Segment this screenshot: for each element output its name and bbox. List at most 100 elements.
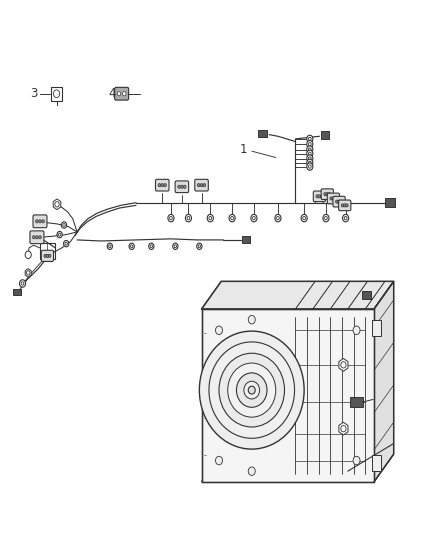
Circle shape (341, 425, 346, 432)
Circle shape (63, 224, 65, 227)
Circle shape (32, 236, 35, 239)
Circle shape (173, 243, 178, 249)
Circle shape (164, 183, 166, 187)
Circle shape (308, 152, 311, 156)
Ellipse shape (209, 342, 294, 438)
Polygon shape (201, 454, 394, 482)
Circle shape (215, 456, 223, 465)
Circle shape (325, 216, 327, 220)
Circle shape (343, 204, 346, 207)
Circle shape (21, 282, 24, 285)
Polygon shape (201, 281, 394, 309)
FancyBboxPatch shape (33, 215, 47, 228)
Circle shape (324, 192, 326, 196)
Circle shape (61, 222, 67, 228)
Circle shape (207, 214, 213, 222)
Ellipse shape (248, 386, 255, 394)
Bar (385, 198, 395, 207)
Circle shape (19, 280, 25, 287)
Circle shape (328, 192, 331, 196)
Circle shape (307, 146, 313, 154)
FancyBboxPatch shape (321, 189, 333, 199)
Polygon shape (339, 359, 348, 371)
Circle shape (340, 200, 343, 203)
FancyBboxPatch shape (333, 196, 345, 207)
Circle shape (48, 254, 51, 257)
Circle shape (129, 243, 134, 249)
Circle shape (332, 197, 335, 200)
Circle shape (39, 220, 41, 223)
Ellipse shape (199, 331, 304, 449)
FancyBboxPatch shape (41, 251, 53, 262)
Bar (361, 291, 371, 299)
Polygon shape (374, 281, 394, 482)
Circle shape (308, 137, 311, 141)
Circle shape (341, 362, 346, 368)
Circle shape (251, 214, 257, 222)
Circle shape (161, 183, 163, 187)
Bar (372, 320, 381, 336)
Circle shape (338, 200, 340, 203)
FancyBboxPatch shape (313, 191, 325, 201)
Circle shape (307, 163, 313, 170)
Circle shape (231, 216, 233, 220)
Circle shape (307, 141, 313, 148)
Bar (13, 288, 21, 295)
Circle shape (307, 150, 313, 158)
FancyBboxPatch shape (339, 200, 351, 211)
Circle shape (248, 467, 255, 475)
Circle shape (330, 197, 332, 200)
Circle shape (168, 214, 174, 222)
Circle shape (343, 214, 349, 222)
Ellipse shape (228, 363, 276, 417)
FancyBboxPatch shape (175, 181, 189, 192)
FancyBboxPatch shape (30, 231, 44, 244)
Circle shape (320, 195, 323, 198)
Circle shape (308, 148, 311, 151)
Circle shape (57, 231, 62, 238)
Circle shape (209, 216, 212, 220)
Polygon shape (25, 269, 31, 277)
Circle shape (323, 214, 329, 222)
Circle shape (316, 195, 318, 198)
Polygon shape (201, 309, 374, 482)
Circle shape (53, 90, 60, 98)
Circle shape (150, 245, 152, 248)
Bar (372, 455, 381, 471)
Polygon shape (53, 199, 61, 209)
Circle shape (158, 183, 161, 187)
Circle shape (58, 233, 61, 236)
Circle shape (123, 92, 126, 96)
Bar (350, 397, 363, 407)
Circle shape (117, 92, 121, 96)
Circle shape (334, 197, 337, 200)
Circle shape (307, 135, 313, 143)
Circle shape (308, 165, 311, 168)
Bar (51, 87, 62, 101)
Polygon shape (339, 422, 348, 435)
Circle shape (308, 157, 311, 160)
Circle shape (65, 242, 67, 245)
FancyBboxPatch shape (115, 87, 129, 100)
Circle shape (149, 243, 154, 249)
Circle shape (35, 220, 38, 223)
Circle shape (341, 204, 344, 207)
Circle shape (301, 214, 307, 222)
Circle shape (336, 200, 338, 203)
Circle shape (326, 192, 328, 196)
Circle shape (203, 183, 206, 187)
Ellipse shape (244, 381, 260, 399)
Bar (242, 237, 250, 244)
Circle shape (353, 326, 360, 335)
Circle shape (197, 243, 202, 249)
Circle shape (353, 456, 360, 465)
Circle shape (276, 216, 279, 220)
Text: 1: 1 (239, 143, 247, 156)
Circle shape (346, 204, 348, 207)
Circle shape (307, 159, 313, 166)
Bar (258, 130, 267, 138)
Circle shape (46, 254, 49, 257)
Circle shape (308, 161, 311, 165)
Circle shape (174, 245, 177, 248)
Circle shape (248, 316, 255, 324)
